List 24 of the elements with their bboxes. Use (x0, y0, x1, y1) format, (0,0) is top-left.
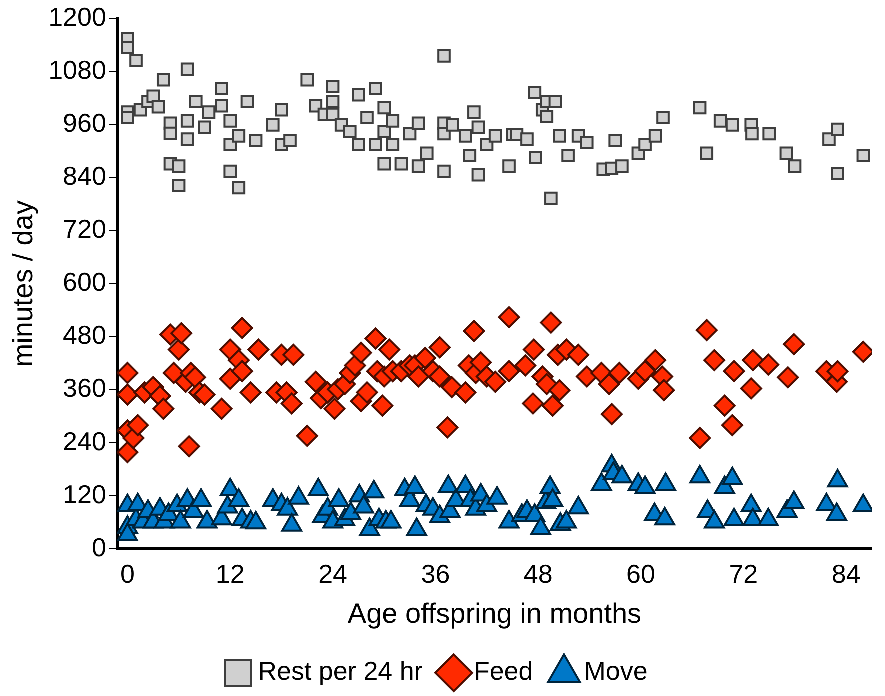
x-axis-title: Age offspring in months (348, 598, 642, 629)
x-tick-label: 84 (832, 558, 861, 589)
y-tick-label: 0 (92, 532, 106, 562)
y-tick-label: 840 (63, 160, 106, 191)
y-tick-label: 120 (63, 479, 106, 510)
x-tick-label: 60 (626, 558, 656, 589)
y-tick-label: 1200 (48, 2, 106, 32)
legend-label: Rest per 24 hr (258, 656, 424, 686)
y-tick-label: 960 (63, 108, 106, 138)
x-tick-label: 72 (729, 558, 758, 589)
x-tick-label: 48 (524, 558, 553, 589)
y-tick-label: 360 (63, 373, 106, 404)
y-tick-label: 1080 (48, 54, 106, 85)
y-tick-label: 480 (63, 320, 106, 350)
y-tick-label: 600 (63, 267, 106, 298)
x-tick-label: 12 (216, 558, 245, 589)
legend-label: Feed (474, 656, 534, 686)
y-tick-label: 240 (63, 426, 106, 456)
x-tick-label: 24 (318, 558, 348, 589)
x-tick-label: 0 (120, 558, 135, 589)
x-tick-label: 36 (421, 558, 450, 589)
legend-label: Move (584, 656, 648, 686)
y-axis-title: minutes / day (8, 200, 39, 368)
y-tick-label: 720 (63, 214, 106, 244)
